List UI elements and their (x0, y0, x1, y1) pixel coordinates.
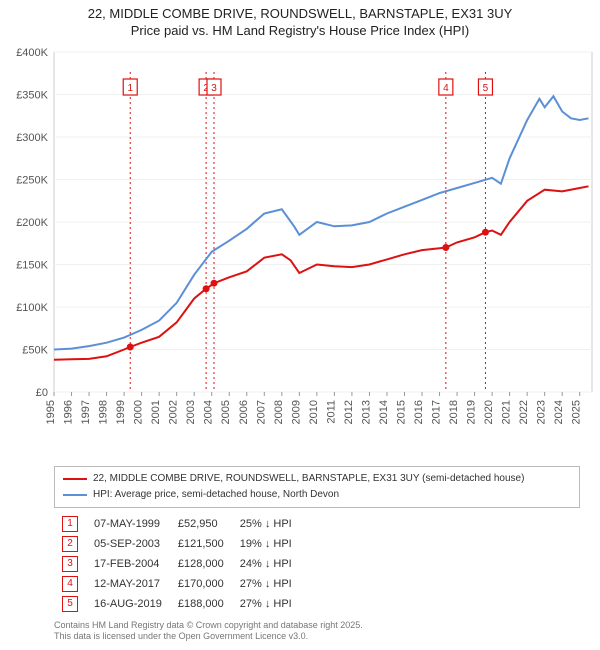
chart-svg: £0 £50K £100K £150K £200K £250K £300K £350K £400… (0, 42, 600, 462)
sale-delta: 24% ↓ HPI (232, 554, 300, 574)
svg-text:2012: 2012 (343, 400, 355, 424)
legend-label: 22, MIDDLE COMBE DRIVE, ROUNDSWELL, BARN… (93, 473, 524, 484)
svg-text:2004: 2004 (203, 400, 215, 424)
svg-text:2013: 2013 (360, 400, 372, 424)
svg-text:2007: 2007 (255, 400, 267, 424)
svg-text:2001: 2001 (150, 400, 162, 424)
sale-marker-icon: 1 (62, 516, 78, 532)
chart-container: 22, MIDDLE COMBE DRIVE, ROUNDSWELL, BARN… (0, 0, 600, 643)
sale-delta: 27% ↓ HPI (232, 594, 300, 614)
legend-swatch (63, 478, 87, 480)
footnote: Contains HM Land Registry data © Crown c… (54, 620, 580, 643)
table-row: 1 07-MAY-1999£52,95025% ↓ HPI (54, 514, 300, 534)
legend: 22, MIDDLE COMBE DRIVE, ROUNDSWELL, BARN… (54, 466, 580, 508)
sale-date: 17-FEB-2004 (86, 554, 170, 574)
sale-price: £128,000 (170, 554, 232, 574)
svg-text:2006: 2006 (238, 400, 250, 424)
svg-text:2005: 2005 (220, 400, 232, 424)
sale-delta: 19% ↓ HPI (232, 534, 300, 554)
svg-text:2016: 2016 (413, 400, 425, 424)
sale-date: 12-MAY-2017 (86, 574, 170, 594)
svg-text:2003: 2003 (185, 400, 197, 424)
svg-text:1997: 1997 (80, 400, 92, 424)
legend-swatch (63, 494, 87, 496)
sale-marker-icon: 4 (62, 576, 78, 592)
svg-text:2021: 2021 (501, 400, 513, 424)
footnote-line-1: Contains HM Land Registry data © Crown c… (54, 620, 580, 632)
sale-price: £188,000 (170, 594, 232, 614)
sale-marker-icon: 5 (62, 596, 78, 612)
svg-text:2009: 2009 (290, 400, 302, 424)
svg-text:2020: 2020 (483, 400, 495, 424)
svg-text:2025: 2025 (571, 400, 583, 424)
sale-price: £170,000 (170, 574, 232, 594)
svg-text:2010: 2010 (308, 400, 320, 424)
svg-text:4: 4 (443, 83, 449, 94)
svg-text:2023: 2023 (536, 400, 548, 424)
sale-date: 16-AUG-2019 (86, 594, 170, 614)
sale-delta: 27% ↓ HPI (232, 574, 300, 594)
svg-text:£300K: £300K (16, 132, 48, 144)
svg-text:2018: 2018 (448, 400, 460, 424)
svg-text:£200K: £200K (16, 217, 48, 229)
svg-text:2014: 2014 (378, 400, 390, 424)
svg-text:3: 3 (211, 83, 217, 94)
svg-text:£50K: £50K (22, 344, 48, 356)
sale-marker-icon: 3 (62, 556, 78, 572)
svg-text:2015: 2015 (395, 400, 407, 424)
svg-text:£100K: £100K (16, 302, 48, 314)
svg-text:£350K: £350K (16, 89, 48, 101)
svg-text:£150K: £150K (16, 259, 48, 271)
svg-text:1995: 1995 (45, 400, 57, 424)
svg-text:2000: 2000 (133, 400, 145, 424)
svg-text:1: 1 (127, 83, 133, 94)
title-line-2: Price paid vs. HM Land Registry's House … (10, 23, 590, 40)
svg-text:1998: 1998 (98, 400, 110, 424)
sales-table: 1 07-MAY-1999£52,95025% ↓ HPI 2 05-SEP-2003… (54, 514, 300, 614)
legend-label: HPI: Average price, semi-detached house,… (93, 489, 339, 500)
sale-date: 05-SEP-2003 (86, 534, 170, 554)
svg-text:2008: 2008 (273, 400, 285, 424)
table-row: 2 05-SEP-2003£121,50019% ↓ HPI (54, 534, 300, 554)
title-line-1: 22, MIDDLE COMBE DRIVE, ROUNDSWELL, BARN… (10, 6, 590, 23)
sale-delta: 25% ↓ HPI (232, 514, 300, 534)
sale-date: 07-MAY-1999 (86, 514, 170, 534)
svg-text:£250K: £250K (16, 174, 48, 186)
svg-text:2024: 2024 (553, 400, 565, 424)
svg-text:5: 5 (483, 83, 489, 94)
legend-item: 22, MIDDLE COMBE DRIVE, ROUNDSWELL, BARN… (63, 471, 571, 487)
title-block: 22, MIDDLE COMBE DRIVE, ROUNDSWELL, BARN… (0, 0, 600, 42)
svg-text:£0: £0 (36, 387, 48, 399)
sale-price: £121,500 (170, 534, 232, 554)
sale-marker-icon: 2 (62, 536, 78, 552)
svg-text:2011: 2011 (325, 400, 337, 424)
svg-text:1999: 1999 (115, 400, 127, 424)
chart-area: £0 £50K £100K £150K £200K £250K £300K £350K £400… (0, 42, 600, 462)
svg-text:£400K: £400K (16, 47, 48, 59)
svg-text:2019: 2019 (466, 400, 478, 424)
svg-text:2017: 2017 (431, 400, 443, 424)
svg-text:1996: 1996 (63, 400, 75, 424)
table-row: 3 17-FEB-2004£128,00024% ↓ HPI (54, 554, 300, 574)
table-row: 5 16-AUG-2019£188,00027% ↓ HPI (54, 594, 300, 614)
sale-price: £52,950 (170, 514, 232, 534)
footnote-line-2: This data is licensed under the Open Gov… (54, 631, 580, 643)
svg-text:2022: 2022 (518, 400, 530, 424)
svg-text:2002: 2002 (168, 400, 180, 424)
table-row: 4 12-MAY-2017£170,00027% ↓ HPI (54, 574, 300, 594)
legend-item: HPI: Average price, semi-detached house,… (63, 487, 571, 503)
